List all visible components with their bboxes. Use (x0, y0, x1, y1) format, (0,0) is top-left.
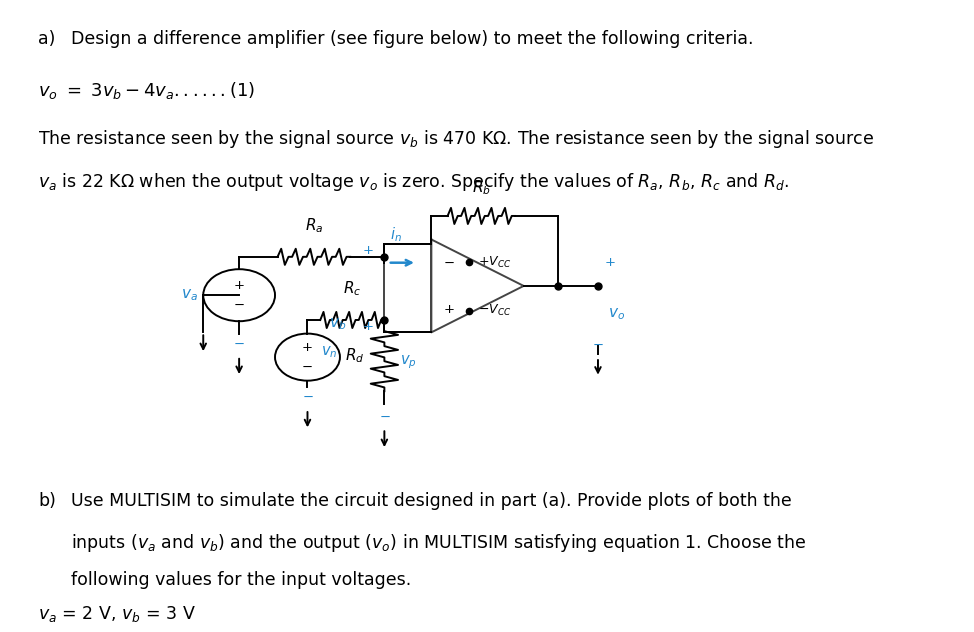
Text: inputs ($v_a$ and $v_b$) and the output ($v_o$) in MULTISIM satisfying equation : inputs ($v_a$ and $v_b$) and the output … (71, 532, 806, 554)
Text: $-$: $-$ (302, 390, 314, 403)
Text: Use MULTISIM to simulate the circuit designed in part (a). Provide plots of both: Use MULTISIM to simulate the circuit des… (71, 492, 792, 510)
Text: Design a difference amplifier (see figure below) to meet the following criteria.: Design a difference amplifier (see figur… (71, 30, 753, 48)
Text: $R_b$: $R_b$ (472, 179, 491, 197)
Text: $-V_{CC}$: $-V_{CC}$ (477, 303, 510, 319)
Text: $+V_{CC}$: $+V_{CC}$ (477, 255, 510, 270)
Text: −: − (302, 360, 313, 374)
Text: $v_p$: $v_p$ (399, 353, 417, 370)
Text: $v_a$ = 2 V, $v_b$ = 3 V: $v_a$ = 2 V, $v_b$ = 3 V (38, 604, 196, 624)
Text: $i_n$: $i_n$ (390, 226, 401, 244)
Text: $-$: $-$ (234, 337, 245, 349)
Text: −: − (234, 298, 244, 312)
Text: $R_c$: $R_c$ (343, 279, 361, 298)
Bar (385, 245, 431, 332)
Text: $v_n$: $v_n$ (320, 344, 337, 360)
Text: The resistance seen by the signal source $v_b$ is 470 K$\Omega$. The resistance : The resistance seen by the signal source… (38, 128, 875, 150)
Text: a): a) (38, 30, 56, 48)
Text: +: + (362, 244, 373, 257)
Text: +: + (234, 279, 244, 292)
Text: $+$: $+$ (443, 303, 455, 315)
Text: +: + (362, 320, 373, 332)
Text: $v_o\ =\ 3v_b - 4v_a\mathregular{......(1)}$: $v_o\ =\ 3v_b - 4v_a\mathregular{......(… (38, 80, 255, 101)
Text: $R_d$: $R_d$ (345, 346, 364, 365)
Text: +: + (605, 256, 616, 269)
Text: following values for the input voltages.: following values for the input voltages. (71, 571, 411, 590)
Text: $-$: $-$ (379, 410, 391, 423)
Text: $v_a$ is 22 K$\Omega$ when the output voltage $v_o$ is zero. Specify the values : $v_a$ is 22 K$\Omega$ when the output vo… (38, 171, 790, 193)
Text: b): b) (38, 492, 56, 510)
Text: $R_a$: $R_a$ (305, 216, 323, 234)
Text: $-$: $-$ (592, 338, 604, 351)
Text: $v_o$: $v_o$ (608, 306, 625, 322)
Text: +: + (302, 341, 313, 354)
Text: $-$: $-$ (443, 256, 455, 269)
Text: $v_a$: $v_a$ (181, 288, 198, 303)
Text: $v_b$: $v_b$ (329, 317, 346, 332)
